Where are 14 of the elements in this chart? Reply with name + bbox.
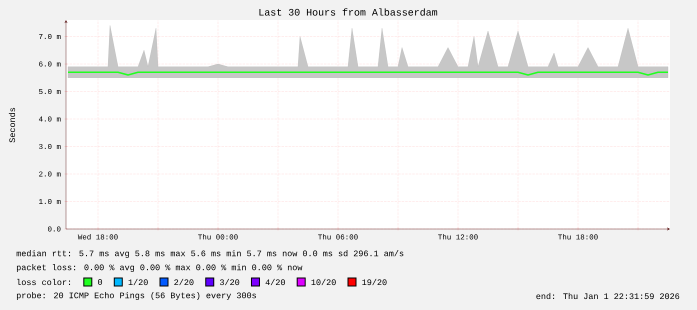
legend-title: loss color: — [17, 278, 70, 286]
text: end: Thu Jan 1 22:31:59 2026 — [536, 292, 680, 300]
text: probe: 20 ICMP Echo Pings (56 Bytes) every 300s — [16, 292, 256, 300]
legend-label: 19/20 — [362, 278, 387, 286]
legend-label: 2/20 — [174, 278, 194, 286]
y-axis-title: Seconds — [8, 108, 16, 142]
legend-label: 0 — [98, 279, 102, 285]
legend-label: 1/20 — [128, 278, 148, 286]
legend-label: 4/20 — [266, 278, 285, 286]
text: median rtt: 5.7 ms avg 5.8 ms max 5.6 ms min 5.7 ms now 0.0 ms sd 296.1 am/s — [16, 250, 404, 258]
chart-title: Last 30 Hours from Albasserdam — [259, 8, 438, 16]
legend-label: 10/20 — [311, 278, 336, 286]
legend-label: 3/20 — [220, 278, 240, 286]
text: packet loss: 0.00 % avg 0.00 % max 0.00 % min 0.00 % now — [16, 264, 302, 272]
